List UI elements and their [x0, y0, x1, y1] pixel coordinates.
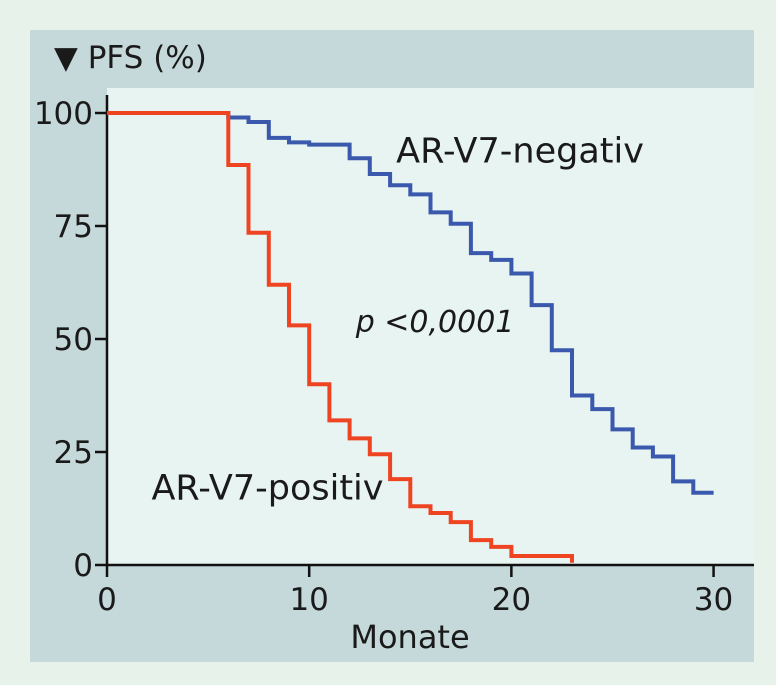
y-tick-label: 0	[73, 548, 93, 584]
p-value-annotation: p <0,0001	[355, 305, 515, 340]
x-tick-label: 30	[694, 582, 733, 618]
chart-title: ▼ PFS (%)	[54, 40, 207, 76]
series-labels-layer: AR-V7-negativ AR-V7-positiv p <0,0001	[151, 132, 643, 509]
plot-area	[107, 88, 754, 565]
series-line-ar-v7-positiv	[107, 111, 574, 563]
y-tick-label: 25	[54, 435, 93, 471]
axes: 0 25 50 75 100 0 10 20 30	[34, 95, 754, 618]
x-tick-label: 10	[289, 582, 328, 618]
x-tick-label: 0	[97, 582, 117, 618]
series-label-ar-v7-positiv: AR-V7-positiv	[151, 468, 383, 508]
y-tick-label: 50	[54, 322, 93, 358]
series-line-ar-v7-negativ	[107, 111, 714, 495]
x-tick-label: 20	[492, 582, 531, 618]
series-layer	[107, 111, 714, 563]
y-tick-label: 100	[34, 96, 93, 132]
y-tick-label: 75	[54, 209, 93, 245]
x-axis-label: Monate	[350, 618, 469, 656]
series-label-ar-v7-negativ: AR-V7-negativ	[396, 132, 644, 172]
